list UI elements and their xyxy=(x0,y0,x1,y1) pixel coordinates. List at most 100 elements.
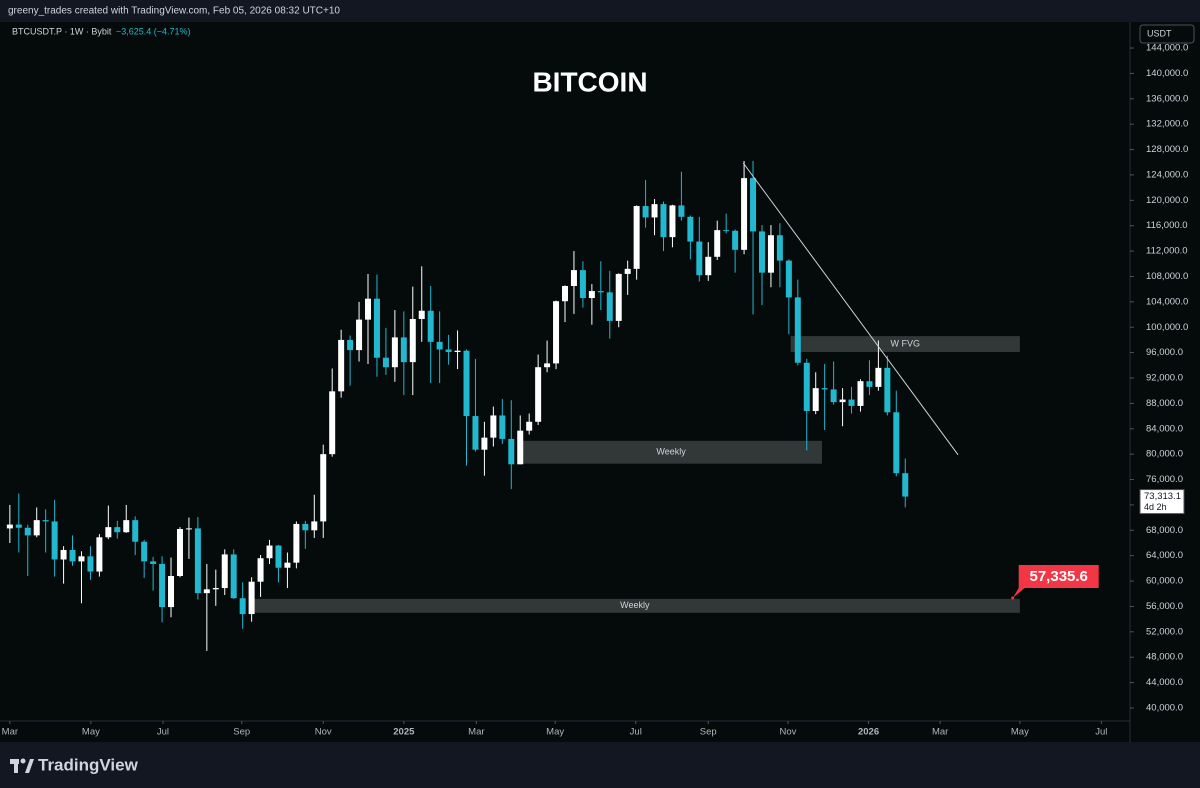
candle-body xyxy=(123,520,130,533)
candle-body xyxy=(517,430,524,465)
candle-body xyxy=(866,381,873,387)
y-tick-label: 116,000.0 xyxy=(1146,220,1188,231)
x-tick-label: 2026 xyxy=(858,727,879,738)
candle-body xyxy=(266,545,273,559)
y-tick-label: 120,000.0 xyxy=(1146,195,1188,206)
candle-body xyxy=(741,178,748,250)
candle-body xyxy=(821,388,828,390)
last-price-label: 73,313.1 xyxy=(1144,491,1181,502)
y-tick-label: 88,000.0 xyxy=(1146,398,1183,409)
candle-body xyxy=(391,337,398,368)
footer: TradingView xyxy=(38,755,139,774)
candle-body xyxy=(230,554,237,599)
change: −3,625.4 (−4.71%) xyxy=(116,26,191,36)
candle-body xyxy=(141,541,148,562)
y-tick-label: 140,000.0 xyxy=(1146,68,1188,79)
candle-body xyxy=(758,231,765,273)
candle-body xyxy=(24,527,31,536)
candle-body xyxy=(302,523,309,531)
candle-body xyxy=(463,350,470,417)
candle-body xyxy=(409,318,416,363)
candle-body xyxy=(373,298,380,358)
candle-body xyxy=(51,521,58,560)
candle-body xyxy=(400,337,407,363)
candle-body xyxy=(78,556,85,562)
candle-body xyxy=(69,549,76,562)
y-tick-label: 48,000.0 xyxy=(1146,652,1183,663)
candle-body xyxy=(248,581,255,615)
x-tick-label: Mar xyxy=(932,727,948,738)
candle-body xyxy=(723,230,730,232)
candle-body xyxy=(356,319,363,351)
candle-body xyxy=(499,415,506,439)
y-tick-label: 52,000.0 xyxy=(1146,626,1183,637)
y-tick-label: 80,000.0 xyxy=(1146,449,1183,460)
chart-title: BITCOIN xyxy=(532,66,647,97)
candle-body xyxy=(750,178,757,232)
x-tick-label: Nov xyxy=(315,727,332,738)
candle-body xyxy=(239,598,246,615)
candle-body xyxy=(570,270,577,286)
candle-body xyxy=(812,388,819,412)
x-tick-label: Jul xyxy=(630,727,642,738)
candle-body xyxy=(42,520,49,522)
candle-body xyxy=(114,527,121,533)
last-price-box xyxy=(1139,489,1185,515)
x-tick-label: Nov xyxy=(780,727,797,738)
zone xyxy=(249,598,1020,613)
candle-body xyxy=(562,285,568,302)
candle-body xyxy=(293,523,300,563)
y-tick-label: 124,000.0 xyxy=(1146,169,1188,180)
currency-box xyxy=(1139,24,1195,44)
x-tick-label: May xyxy=(82,727,100,738)
candle-body xyxy=(588,291,595,299)
candle-body xyxy=(87,556,94,572)
candle-body xyxy=(830,389,837,403)
candle-body xyxy=(320,454,327,522)
y-tick-label: 40,000.0 xyxy=(1146,703,1183,714)
candle-body xyxy=(96,537,103,572)
candle-body xyxy=(105,527,112,538)
y-tick-label: 96,000.0 xyxy=(1146,347,1183,358)
x-tick-label: May xyxy=(546,727,564,738)
callout-label: 57,335.6 xyxy=(1030,568,1088,585)
zone-label: Weekly xyxy=(656,447,686,457)
candle-body xyxy=(642,206,649,218)
candle-body xyxy=(705,256,712,276)
candle-body xyxy=(803,362,810,412)
callout-box xyxy=(1012,564,1099,598)
y-tick-label: 112,000.0 xyxy=(1146,246,1188,257)
candle-body xyxy=(839,399,846,403)
logo xyxy=(10,758,34,773)
candle-body xyxy=(472,416,479,450)
currency: USDT xyxy=(1147,28,1172,38)
candle-body xyxy=(902,473,909,497)
candle-body xyxy=(508,438,515,465)
candle-body xyxy=(311,521,318,531)
candle-body xyxy=(544,363,551,368)
x-tick-label: Mar xyxy=(468,727,484,738)
candle-body xyxy=(284,562,291,568)
zone-label: W FVG xyxy=(891,338,921,348)
candle-body xyxy=(365,298,372,320)
candle-body xyxy=(490,415,497,438)
y-tick-label: 84,000.0 xyxy=(1146,423,1183,434)
symbol: BTCUSDT.P · 1W · Bybit xyxy=(12,26,112,36)
y-tick-label: 56,000.0 xyxy=(1146,601,1183,612)
y-tick-label: 44,000.0 xyxy=(1146,677,1183,688)
candle-body xyxy=(176,529,183,576)
candle-body xyxy=(427,310,434,342)
candle-body xyxy=(714,230,721,257)
x-tick-label: May xyxy=(1011,727,1029,738)
candle-body xyxy=(481,437,488,450)
candle-body xyxy=(159,563,166,608)
x-tick-label: Mar xyxy=(2,727,18,738)
y-tick-label: 64,000.0 xyxy=(1146,550,1183,561)
countdown: 4d 2h xyxy=(1144,502,1167,512)
candle-body xyxy=(6,524,13,529)
candle-body xyxy=(669,205,676,238)
candle-body xyxy=(767,235,774,273)
candle-body xyxy=(526,421,533,431)
y-tick-label: 132,000.0 xyxy=(1146,119,1188,130)
